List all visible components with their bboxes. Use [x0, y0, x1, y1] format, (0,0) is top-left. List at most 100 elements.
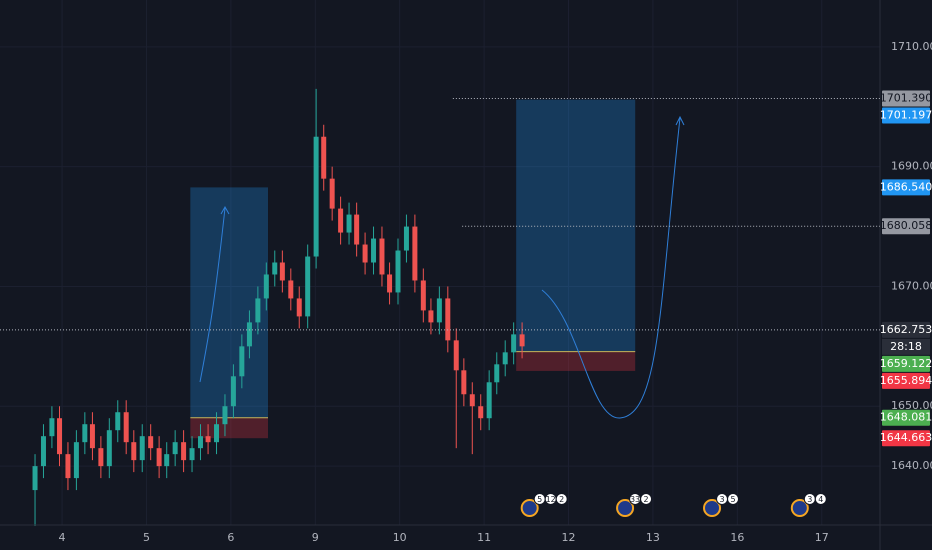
target-zone [516, 99, 636, 352]
price-label-bg [882, 179, 930, 196]
candle-body [272, 262, 278, 275]
candle-body [49, 418, 55, 437]
candle-body [40, 436, 46, 467]
candle-body [65, 454, 71, 479]
price-label: 1655.894 [880, 374, 932, 387]
candle-body [486, 382, 492, 419]
price-label-bg [882, 321, 930, 338]
price-labels: 1701.390 1701.197 1686.540 1680.058 1662.753… [0, 90, 932, 447]
candle-body [172, 442, 178, 455]
candle-body [32, 466, 38, 491]
y-tick-label: 1710.000 [891, 40, 932, 53]
candle-body [288, 280, 294, 299]
candle-body [519, 334, 525, 347]
arrow-head [675, 115, 685, 126]
x-tick-label: 16 [730, 531, 744, 544]
candle-body [222, 406, 228, 425]
candle-body [412, 226, 418, 281]
arrow-head [220, 205, 230, 215]
x-tick-label: 9 [312, 531, 319, 544]
candle-body [511, 334, 517, 353]
event-flag [790, 499, 809, 517]
candle-body [214, 424, 220, 443]
event-count: 5 [730, 495, 735, 504]
candle-body [131, 442, 137, 461]
candle-body [115, 412, 121, 431]
price-label-bg [882, 90, 930, 107]
candle-body [362, 244, 368, 263]
x-tick-label: 10 [393, 531, 407, 544]
candle-body [453, 340, 459, 371]
candle-body [395, 250, 401, 293]
candle-body [436, 298, 442, 323]
candle-body [89, 424, 95, 449]
event-count-bg [814, 493, 827, 505]
stop-zone [516, 351, 636, 371]
candle-body [181, 442, 187, 461]
drawn-arrow [541, 117, 681, 419]
candle-body [428, 310, 434, 323]
candle-body [494, 364, 500, 383]
candle-body [57, 418, 63, 455]
x-tick-label: 6 [227, 531, 234, 544]
price-label-bg [882, 355, 930, 372]
candle-body [461, 370, 467, 395]
candles [32, 88, 525, 527]
x-tick-label: 13 [646, 531, 660, 544]
candle-body [279, 262, 285, 281]
candle-body [346, 214, 352, 233]
event-count-bg [555, 493, 568, 505]
event-flag [520, 499, 539, 517]
candle-body [239, 346, 245, 377]
x-tick-label: 12 [562, 531, 576, 544]
event-count: 5 [537, 495, 542, 504]
candle-body [305, 256, 311, 317]
y-tick-label: 1670.000 [891, 279, 932, 292]
candle-body [156, 448, 162, 467]
event-count: 3 [807, 495, 812, 504]
countdown-bg [882, 338, 930, 355]
candle-body [230, 376, 236, 407]
events: 5 12 2 33 2 3 5 3 4 [520, 493, 827, 517]
candle-body [139, 436, 145, 461]
candle-body [246, 322, 252, 347]
candle-body [379, 238, 385, 275]
candle-body [255, 298, 261, 323]
x-tick-label: 11 [477, 531, 491, 544]
y-tick-label: 1650.000 [891, 399, 932, 412]
candle-body [106, 430, 112, 467]
event-count: 12 [546, 495, 556, 504]
candle-body [263, 274, 269, 299]
candle-body [445, 298, 451, 341]
price-label: 1662.753 [880, 323, 932, 336]
candle-body [403, 226, 409, 251]
price-label: 1701.390 [880, 91, 932, 104]
candle-body [321, 136, 327, 179]
countdown: 28:18 [890, 340, 922, 353]
candle-body [197, 436, 203, 449]
position-tools [190, 99, 636, 439]
candle-body [296, 298, 302, 317]
price-label-bg [882, 430, 930, 447]
x-tick-label: 4 [59, 531, 66, 544]
event-count: 33 [630, 495, 640, 504]
event-count: 3 [719, 495, 724, 504]
price-label: 1644.663 [880, 431, 932, 444]
candle-body [469, 394, 475, 407]
candle-body [205, 436, 211, 443]
candle-body [313, 136, 319, 257]
candle-body [338, 208, 344, 233]
grid [0, 0, 880, 525]
price-label-bg [882, 218, 930, 235]
candle-body [189, 448, 195, 461]
y-tick-label: 1690.000 [891, 160, 932, 173]
price-label-bg [882, 372, 930, 389]
event-count: 4 [818, 495, 823, 504]
candle-body [164, 454, 170, 467]
price-label: 1686.540 [880, 180, 932, 193]
candle-body [371, 238, 377, 263]
candle-body [478, 406, 484, 419]
